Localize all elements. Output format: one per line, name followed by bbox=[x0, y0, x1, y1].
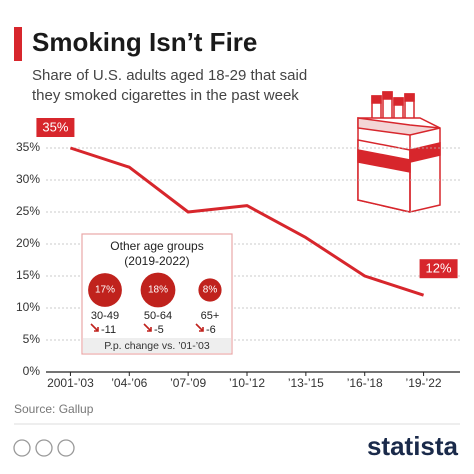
inset-title: Other age groups bbox=[110, 239, 203, 253]
change-label: -6 bbox=[206, 324, 216, 336]
title-accent bbox=[14, 27, 22, 61]
y-tick-label: 35% bbox=[16, 140, 40, 154]
chart-title: Smoking Isn’t Fire bbox=[32, 27, 257, 57]
value-label: 12% bbox=[426, 261, 452, 276]
brand: statista bbox=[367, 431, 459, 461]
y-tick-label: 20% bbox=[16, 236, 40, 250]
x-tick-label: ’16-’18 bbox=[347, 376, 383, 390]
y-tick-label: 10% bbox=[16, 300, 40, 314]
x-tick-label: ’19-’22 bbox=[406, 376, 442, 390]
bubble-label: 17% bbox=[95, 285, 115, 296]
chart-subtitle: they smoked cigarettes in the past week bbox=[32, 87, 299, 104]
inset-note: P.p. change vs. ’01-’03 bbox=[104, 340, 210, 352]
y-tick-label: 30% bbox=[16, 172, 40, 186]
change-label: -11 bbox=[101, 324, 116, 336]
bubble bbox=[140, 272, 176, 308]
license-icons bbox=[13, 439, 75, 457]
down-arrow bbox=[90, 323, 99, 332]
x-tick-label: ’10-’12 bbox=[229, 376, 265, 390]
x-tick-label: ’07-’09 bbox=[170, 376, 206, 390]
y-tick-label: 25% bbox=[16, 204, 40, 218]
inset-subtitle: (2019-2022) bbox=[124, 254, 189, 268]
group-label: 50-64 bbox=[144, 310, 172, 322]
group-label: 30-49 bbox=[91, 310, 119, 322]
value-label-box bbox=[36, 118, 75, 137]
x-tick-label: ’04-’06 bbox=[111, 376, 147, 390]
inset-note-band bbox=[83, 338, 231, 353]
bubble bbox=[198, 278, 222, 302]
x-tick-label: ’13-’15 bbox=[288, 376, 324, 390]
down-arrow bbox=[195, 323, 204, 332]
group-label: 65+ bbox=[201, 310, 220, 322]
change-label: -5 bbox=[154, 324, 164, 336]
bubble-label: 8% bbox=[203, 285, 218, 296]
chart-subtitle: Share of U.S. adults aged 18-29 that sai… bbox=[32, 67, 307, 84]
y-tick-label: 5% bbox=[23, 332, 41, 346]
value-label: 35% bbox=[42, 119, 68, 134]
line bbox=[69, 146, 425, 297]
down-arrow bbox=[143, 323, 152, 332]
y-tick-label: 15% bbox=[16, 268, 40, 282]
y-tick-label: 0% bbox=[23, 364, 41, 378]
x-tick-label: 2001-’03 bbox=[47, 376, 94, 390]
value-label-box bbox=[419, 259, 458, 279]
bubble bbox=[88, 273, 122, 307]
cigarette-pack bbox=[357, 91, 441, 213]
source: Source: Gallup bbox=[14, 402, 94, 416]
bubble-label: 18% bbox=[148, 285, 168, 296]
